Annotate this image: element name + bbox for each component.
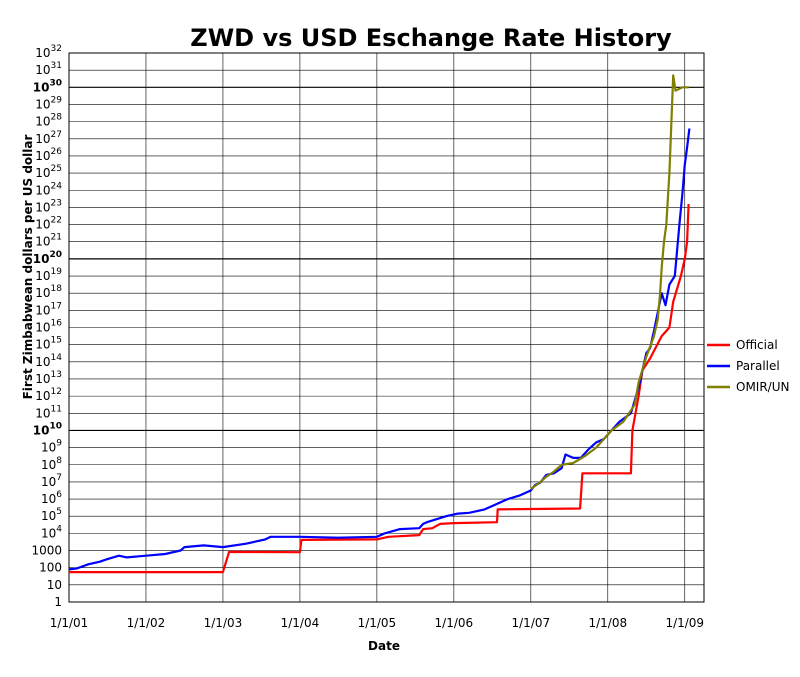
series-line-parallel [68, 128, 691, 571]
x-axis-label: Date [368, 639, 400, 653]
y-tick-label: 10 [47, 578, 62, 592]
y-axis-label: First Zimbabwean dollars per US dollar [21, 135, 35, 400]
y-tick-label: 1031 [35, 61, 62, 77]
y-tick-label: 1014 [35, 353, 62, 369]
y-tick-label: 109 [41, 439, 62, 455]
y-tick-label: 1030 [33, 78, 62, 94]
x-tick-label: 1/1/09 [665, 616, 704, 630]
plot-frame [68, 52, 705, 603]
y-tick-label: 1012 [35, 387, 62, 403]
y-tick-label: 1029 [35, 95, 62, 111]
legend-label: Parallel [736, 359, 780, 373]
y-tick-label: 1016 [35, 319, 62, 335]
y-tick-label: 100 [39, 561, 62, 575]
series-lines [68, 74, 691, 574]
y-tick-label: 1015 [35, 336, 62, 352]
x-tick-label: 1/1/03 [204, 616, 243, 630]
y-tick-label: 108 [41, 456, 62, 472]
y-tick-label: 1028 [35, 113, 62, 129]
legend-label: Official [736, 338, 778, 352]
y-tick-label: 1013 [35, 370, 62, 386]
y-tick-label: 1021 [35, 233, 62, 249]
x-tick-label: 1/1/05 [358, 616, 397, 630]
y-tick-label: 1022 [35, 216, 62, 232]
series-line-omir-un [530, 74, 689, 490]
y-tick-label: 1011 [35, 404, 62, 420]
y-tick-label: 1026 [35, 147, 62, 163]
x-tick-label: 1/1/02 [127, 616, 166, 630]
y-tick-label: 106 [41, 490, 62, 506]
y-tick-label: 107 [41, 473, 62, 489]
y-tick-label: 1019 [35, 267, 62, 283]
y-tick-label: 1020 [33, 250, 62, 266]
y-tick-label: 105 [41, 507, 62, 523]
y-tick-label: 1027 [35, 130, 62, 146]
y-tick-label: 1010 [33, 421, 62, 437]
y-tick-label: 1 [54, 595, 62, 609]
y-tick-label: 104 [41, 524, 62, 540]
legend-label: OMIR/UN [736, 380, 789, 394]
y-tick-label: 1032 [35, 44, 62, 60]
x-axis-ticks: 1/1/01 1/1/02 1/1/03 1/1/04 1/1/05 1/1/06 1/1/… [50, 616, 704, 630]
chart-title: ZWD vs USD Eschange Rate History [190, 24, 672, 52]
y-tick-label: 1025 [35, 164, 62, 180]
x-tick-label: 1/1/07 [512, 616, 551, 630]
y-tick-label: 1023 [35, 198, 62, 214]
x-tick-label: 1/1/04 [281, 616, 320, 630]
grid [68, 52, 704, 603]
legend: Official Parallel OMIR/UN [707, 338, 789, 394]
x-tick-label: 1/1/08 [588, 616, 627, 630]
series-line-official [69, 203, 690, 574]
y-tick-label: 1018 [35, 284, 62, 300]
y-tick-label: 1024 [35, 181, 62, 197]
y-tick-label: 1017 [35, 301, 62, 317]
x-tick-label: 1/1/06 [435, 616, 474, 630]
x-tick-label: 1/1/01 [50, 616, 89, 630]
y-tick-label: 1000 [31, 544, 62, 558]
